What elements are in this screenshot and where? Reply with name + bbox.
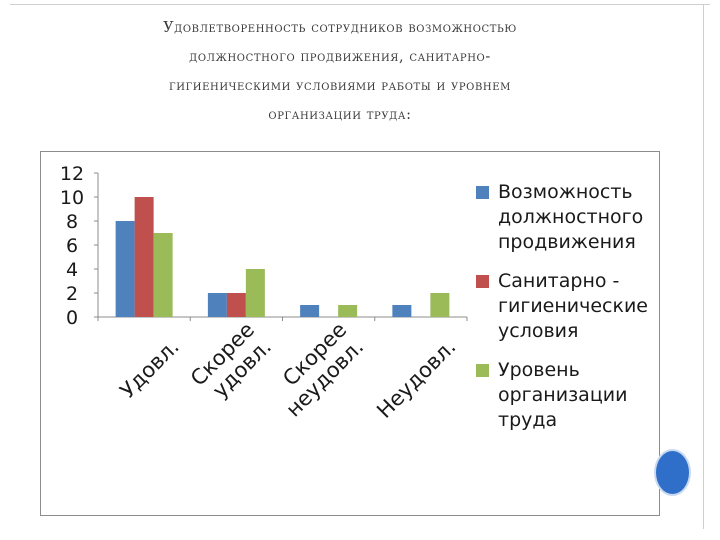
- legend-item-organization: Уровень организации труда: [476, 358, 656, 433]
- y-tick-label: 4: [66, 259, 78, 281]
- bar-series3-4: [430, 293, 450, 317]
- slide-title-line: должностного продвижения, санитарно-: [189, 49, 491, 65]
- bar-series1-3: [300, 305, 320, 317]
- frame-line-top: [10, 4, 710, 5]
- legend-label: организации: [498, 384, 628, 406]
- legend-label: Санитарно -: [498, 270, 620, 292]
- bar-series3-2: [245, 269, 265, 317]
- y-tick-label: 0: [66, 307, 78, 329]
- slide-title-line: Удовлетворенность сотрудников возможност…: [163, 20, 517, 36]
- legend-label: условия: [498, 320, 579, 342]
- x-category-label: Скорееудовл.: [186, 318, 276, 408]
- frame-line-right: [703, 4, 704, 529]
- x-category-label: Скореенеудовл.: [264, 318, 368, 422]
- x-category-label-line: Неудовл.: [372, 335, 460, 423]
- chart-legend: Возможность должностного продвижения Сан…: [476, 180, 656, 447]
- legend-label: труда: [498, 409, 558, 431]
- bar-series1-2: [207, 293, 227, 317]
- legend-swatch-sanitary: [476, 275, 489, 288]
- bar-series3-3: [338, 305, 358, 317]
- legend-swatch-opportunity: [476, 186, 489, 199]
- legend-label: продвижения: [498, 231, 636, 253]
- slide-title-line: организации труда:: [268, 107, 412, 123]
- decorative-circle-icon: [654, 449, 691, 496]
- bar-series2-1: [134, 197, 154, 317]
- legend-label: Возможность: [498, 181, 633, 203]
- y-tick-label: 10: [60, 187, 84, 209]
- bar-series1-4: [392, 305, 412, 317]
- legend-label: гигиенические: [498, 295, 648, 317]
- legend-item-sanitary: Санитарно - гигиенические условия: [476, 269, 656, 344]
- y-tick-label: 8: [66, 211, 78, 233]
- slide-title-line: гигиеническими условиями работы и уровне…: [169, 78, 511, 94]
- slide-title: Удовлетворенность сотрудников возможност…: [40, 14, 640, 130]
- y-tick-label: 12: [60, 163, 84, 185]
- legend-swatch-organization: [476, 364, 489, 377]
- x-category-label-line: Удовл.: [115, 335, 183, 403]
- bar-series2-2: [226, 293, 246, 317]
- x-category-label: Удовл.: [115, 335, 183, 403]
- x-category-label: Неудовл.: [372, 335, 460, 423]
- y-tick-label: 2: [66, 283, 78, 305]
- y-tick-label: 6: [66, 235, 78, 257]
- bar-series1-1: [115, 221, 135, 317]
- legend-label: Уровень: [498, 359, 580, 381]
- bar-series3-1: [153, 233, 173, 317]
- legend-label: должностного: [498, 206, 644, 228]
- legend-item-opportunity: Возможность должностного продвижения: [476, 180, 656, 255]
- chart-area: [40, 151, 660, 516]
